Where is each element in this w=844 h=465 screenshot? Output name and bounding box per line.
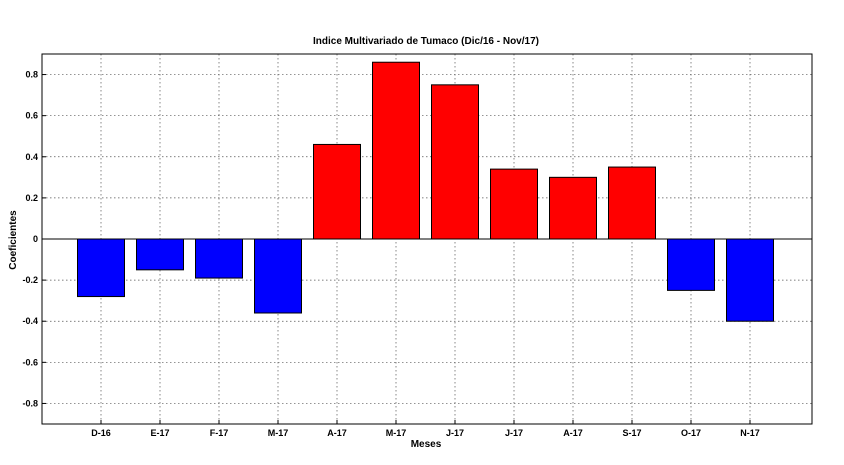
x-tick-label: J-17 (446, 428, 464, 438)
bar (77, 238, 125, 298)
x-axis-label: Meses (411, 439, 442, 450)
x-tick-label: D-16 (91, 428, 111, 438)
y-axis-label: Coeficientes (8, 210, 19, 270)
y-tick-label: 0 (33, 234, 38, 244)
bar (195, 238, 243, 279)
plot-frame (41, 53, 813, 425)
bar (254, 238, 302, 314)
y-tick-label: -0.8 (22, 398, 38, 408)
x-tick-label: M-17 (386, 428, 407, 438)
y-tick-label: 0.4 (25, 152, 38, 162)
bars (77, 61, 774, 322)
bar (313, 143, 361, 240)
y-tick-label: -0.2 (22, 275, 38, 285)
bar (431, 84, 479, 240)
x-tick-label: O-17 (681, 428, 701, 438)
y-tick-label: -0.4 (22, 316, 38, 326)
bar (726, 238, 774, 322)
x-tick-label: S-17 (622, 428, 641, 438)
bar (136, 238, 184, 271)
x-tick-label: J-17 (505, 428, 523, 438)
y-axis-ticks: -0.8 -0.6 -0.4 -0.2 0 0.2 0.4 0.6 0.8 (22, 70, 46, 408)
bar (549, 176, 597, 240)
x-tick-label: E-17 (150, 428, 169, 438)
bar (667, 238, 715, 291)
y-tick-label: -0.6 (22, 357, 38, 367)
bar (372, 61, 420, 240)
bar (608, 166, 656, 240)
x-tick-label: A-17 (563, 428, 583, 438)
x-axis-ticks: D-16 E-17 F-17 M-17 A-17 M-17 J-17 J-17 A-17 S-17… (91, 420, 760, 438)
y-tick-label: 0.8 (25, 70, 38, 80)
x-tick-label: N-17 (740, 428, 760, 438)
bar (490, 168, 538, 240)
chart-title: Indice Multivariado de Tumaco (Dic/16 - … (313, 36, 539, 47)
x-tick-label: M-17 (268, 428, 289, 438)
y-tick-label: 0.6 (25, 111, 38, 121)
y-tick-label: 0.2 (25, 193, 38, 203)
x-tick-label: F-17 (210, 428, 229, 438)
x-tick-label: A-17 (327, 428, 347, 438)
